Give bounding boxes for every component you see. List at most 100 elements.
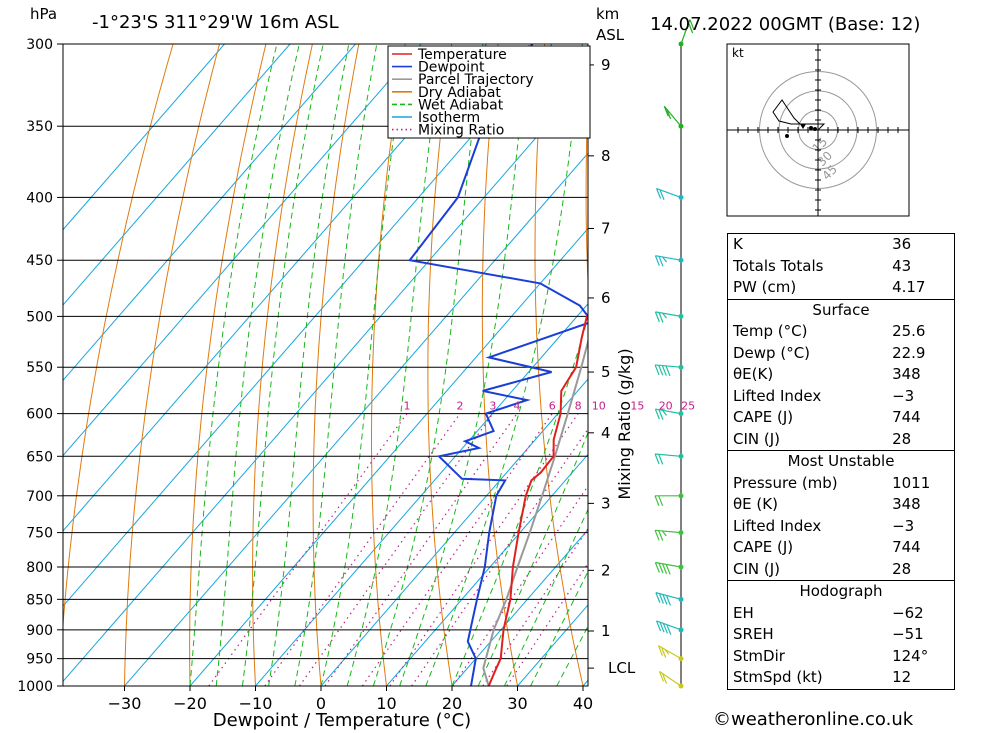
storm-motion-marker (800, 124, 806, 129)
index-label: Pressure (mb) (727, 472, 893, 494)
wind-barb (658, 670, 684, 689)
wind-barb-feather (658, 312, 664, 323)
wind-barb (656, 620, 684, 635)
index-row: K 36 (727, 233, 956, 256)
temperature-tick-label: 20 (442, 694, 462, 713)
index-row: StmSpd (kt) 12 (727, 667, 956, 690)
height-tick-label: 6 (601, 289, 611, 307)
mixing-ratio-line (361, 413, 553, 686)
index-label: CAPE (J) (727, 537, 893, 559)
plot-frame (62, 43, 589, 687)
index-label: EH (727, 602, 893, 624)
mixing-ratio-line (324, 413, 518, 686)
wind-barb-column (654, 19, 695, 689)
height-tick-label: 8 (601, 147, 611, 165)
pressure-tick-label: 850 (26, 592, 53, 608)
temperature-tick-label: 40 (573, 694, 593, 713)
wind-barb-feather (658, 562, 664, 574)
wind-barb-feather (661, 365, 667, 376)
height-tick-label: 7 (601, 219, 611, 237)
wind-barb-feather (656, 620, 662, 632)
asl-unit-label: ASL (596, 26, 625, 44)
axis-labels: 1 2 3 4 6 8 10 15 20 2530035040045050055060065070… (17, 37, 695, 713)
isotherm-line (63, 77, 588, 683)
index-value: 28 (892, 428, 956, 451)
pressure-tick-label: 450 (26, 253, 53, 269)
isotherm-line (451, 528, 588, 686)
profile-lines (408, 44, 588, 686)
mixing-ratio-label: 15 (630, 400, 644, 413)
mixing-ratio-label: 10 (592, 400, 606, 413)
pressure-tick-label: 350 (26, 119, 53, 135)
index-label: θE (K) (727, 494, 893, 516)
dewpoint-line (408, 44, 588, 686)
index-value: 124° (892, 645, 956, 667)
index-value: 36 (892, 233, 956, 256)
dry-adiabat-line (252, 44, 313, 686)
dry-adiabat-line (636, 44, 714, 686)
hodograph-unit: kt (732, 46, 744, 60)
pressure-tick-label: 300 (26, 37, 53, 53)
temperature-tick-label: 30 (507, 694, 527, 713)
index-label: Dewp (°C) (727, 342, 893, 364)
wind-barb-feather (658, 671, 665, 682)
legend-entry: Mixing Ratio (418, 123, 504, 139)
wind-barb (654, 453, 684, 465)
isotherm-line (63, 44, 291, 306)
isotherm-line (124, 152, 588, 686)
temperature-tick-label: 0 (316, 694, 326, 713)
wind-barb-feather (664, 648, 670, 655)
index-row: Temp (°C) 25.6 (727, 321, 956, 343)
dry-adiabat-line (371, 44, 406, 686)
pressure-tick-label: 650 (26, 449, 53, 465)
parcel-trajectory-line (482, 337, 588, 686)
legend-entry: Parcel Trajectory (418, 72, 534, 88)
wind-barb-feather (654, 562, 660, 573)
mixing-ratio-label: 2 (457, 400, 464, 413)
index-value: −62 (892, 602, 956, 624)
index-row: θE (K) 348 (727, 494, 956, 516)
wind-barb-feather (654, 530, 660, 541)
index-value: 43 (892, 255, 956, 277)
wind-barb-feather (662, 409, 668, 416)
height-tick-label: 5 (601, 363, 611, 381)
wind-barb-feather (666, 108, 672, 120)
pressure-tick-label: 600 (26, 407, 53, 423)
isotherm-line (320, 378, 588, 686)
index-label: Lifted Index (727, 385, 893, 407)
pressure-tick-label: 950 (26, 652, 53, 668)
wind-barb-feather (658, 256, 664, 267)
isotherm-line (386, 453, 588, 686)
wind-barb (657, 645, 684, 662)
index-row: CAPE (J) 744 (727, 537, 956, 559)
pressure-tick-label: 700 (26, 489, 53, 505)
wet-adiabat-line (425, 44, 583, 686)
x-axis-label: Dewpoint / Temperature (°C) (213, 710, 471, 731)
index-label: CAPE (J) (727, 407, 893, 429)
index-row: CIN (J) 28 (727, 558, 956, 581)
index-label: Totals Totals (727, 255, 893, 277)
wind-barb (654, 529, 684, 541)
copyright-footer: ©weatheronline.co.uk (713, 709, 914, 730)
wind-barb (656, 187, 684, 200)
wind-barb-feather (658, 365, 664, 376)
isotherm-line (255, 303, 588, 686)
wind-barb-feather (662, 312, 668, 319)
index-label: StmSpd (kt) (727, 667, 893, 690)
wind-barb-feather (654, 255, 660, 266)
index-row: Dewp (°C) 22.9 (727, 342, 956, 364)
mixing-ratio-label: 6 (549, 400, 556, 413)
mixing-ratio-line (264, 413, 461, 686)
hodograph-point (809, 126, 813, 130)
wind-barb-feather (657, 645, 664, 656)
isotherm-line (63, 44, 422, 457)
isotherm-line (63, 44, 225, 231)
index-value: 4.17 (892, 277, 956, 299)
height-tick-label: LCL (608, 659, 636, 677)
index-label: PW (cm) (727, 277, 893, 299)
mixing-ratio-label: 20 (659, 400, 673, 413)
dry-adiabat-line (585, 88, 588, 293)
